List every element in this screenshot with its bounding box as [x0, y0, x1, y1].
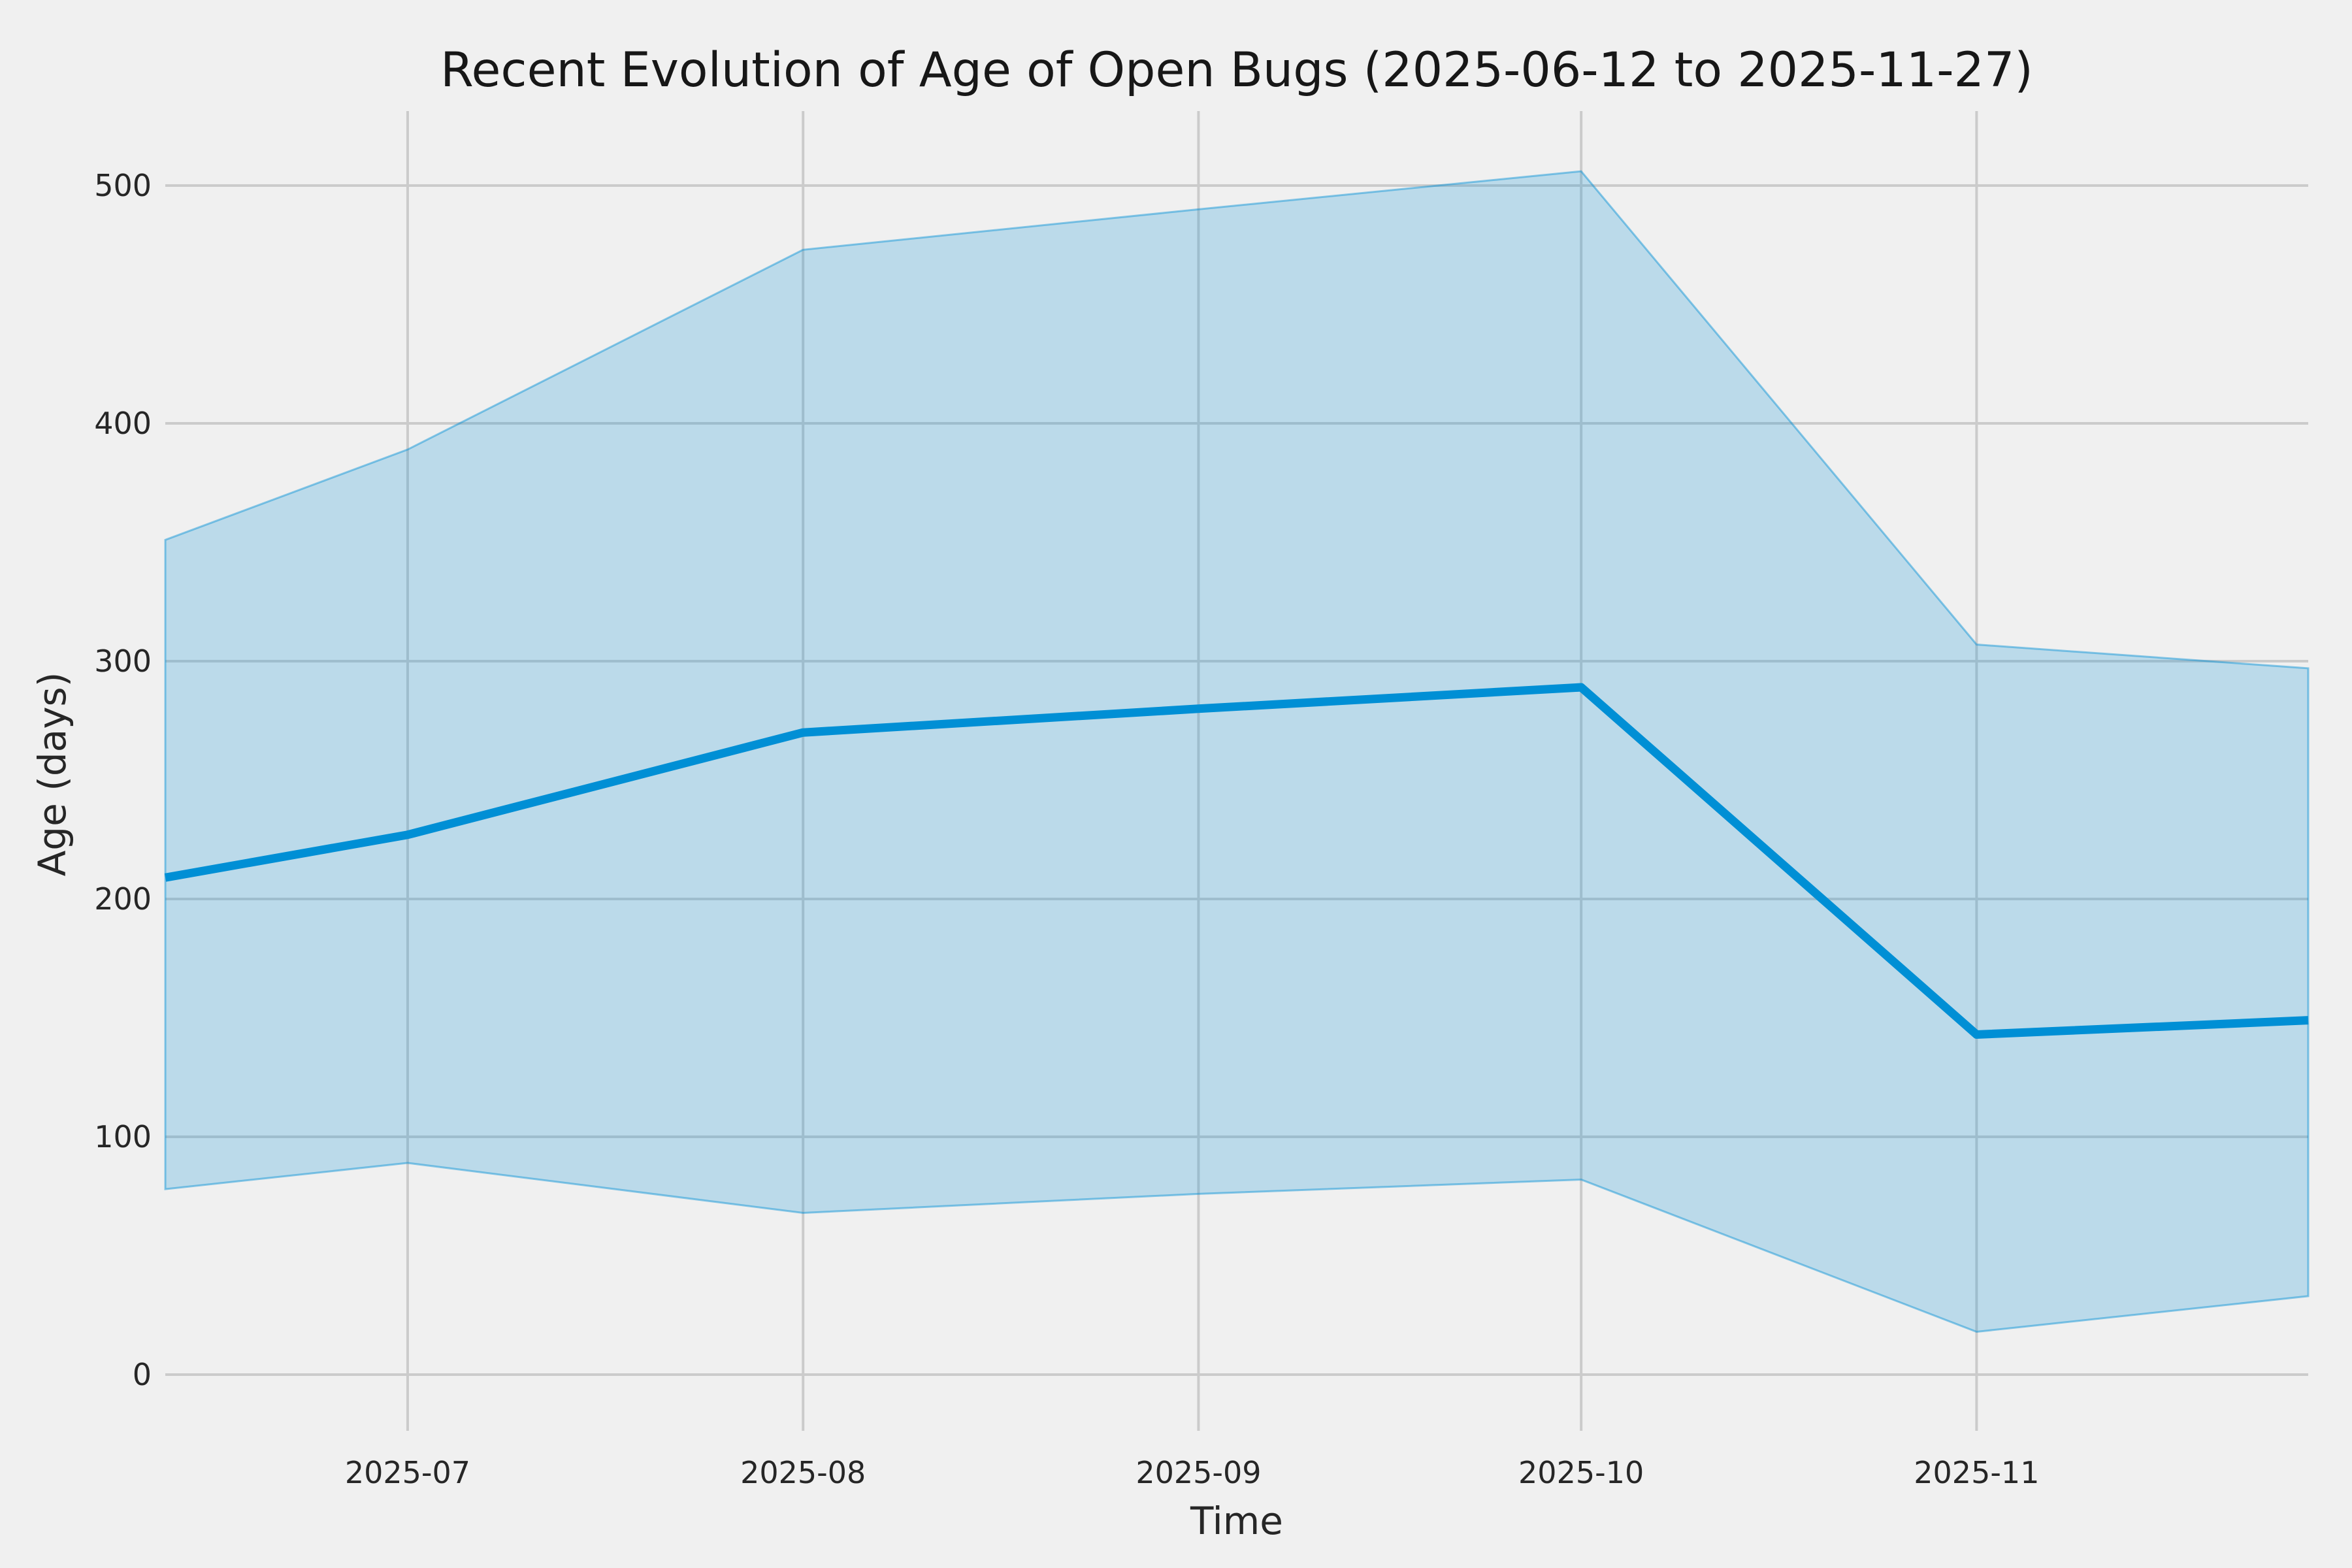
y-tick-label: 300 — [94, 644, 152, 679]
confidence-band — [164, 170, 2310, 1333]
y-tick-label: 200 — [94, 881, 152, 917]
median-line — [164, 683, 2309, 1039]
x-tick-label: 2025-09 — [1135, 1455, 1261, 1490]
x-tick-label: 2025-10 — [1518, 1455, 1644, 1490]
y-axis-label: Age (days) — [30, 672, 74, 877]
y-tick-label: 0 — [133, 1357, 152, 1392]
x-tick-label: 2025-08 — [740, 1455, 866, 1490]
age-confidence-band — [164, 170, 2310, 1333]
y-tick-label: 500 — [94, 168, 152, 203]
y-tick-label: 100 — [94, 1119, 152, 1154]
x-axis-label: Time — [1190, 1499, 1283, 1543]
median-age-line — [164, 683, 2309, 1039]
grid-lines — [165, 111, 2308, 1431]
chart-title: Recent Evolution of Age of Open Bugs (20… — [440, 42, 2033, 98]
tick-labels: 0 100 200 300 400 500 2025-07 2025-08 2025-09 202… — [94, 168, 2039, 1490]
y-tick-label: 400 — [94, 406, 152, 441]
x-tick-label: 2025-07 — [345, 1455, 470, 1490]
x-tick-label: 2025-11 — [1914, 1455, 2039, 1490]
